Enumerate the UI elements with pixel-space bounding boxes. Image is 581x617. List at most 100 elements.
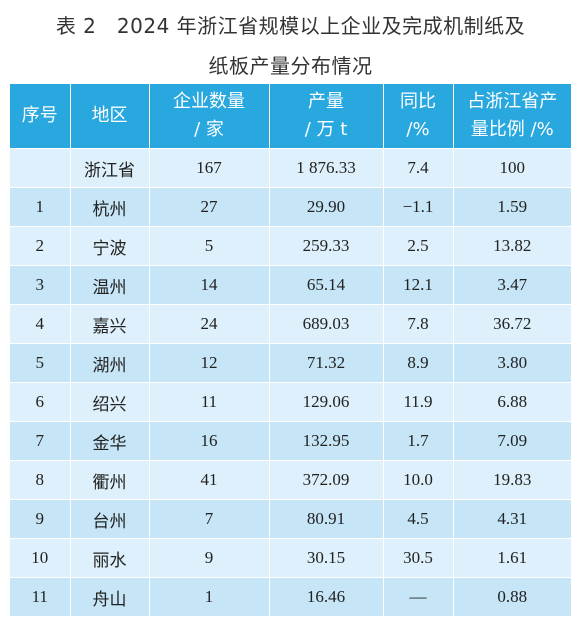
index-cell: 8 [10,460,71,500]
output-cell: 65.14 [269,265,384,305]
enterprise-count-cell: 41 [149,460,270,500]
header-share-line-1: 占浙江省产 [467,91,558,112]
header-yoy: 同比 /% [383,84,454,149]
share-cell: 1.59 [453,187,571,227]
table-row: 7 金华 16 132.95 1.7 7.09 [10,421,571,461]
share-cell: 100 [453,148,571,188]
region-cell: 丽水 [70,538,150,578]
yoy-cell: 12.1 [383,265,454,305]
output-cell: 30.15 [269,538,384,578]
enterprise-count-cell: 167 [149,148,270,188]
index-cell: 11 [10,577,71,617]
table-row: 6 绍兴 11 129.06 11.9 6.88 [10,382,571,422]
share-cell: 7.09 [453,421,571,461]
region-cell: 湖州 [70,343,150,383]
table-row: 2 宁波 5 259.33 2.5 13.82 [10,226,571,266]
output-cell: 71.32 [269,343,384,383]
header-share-line-2: 量比例 /% [470,119,554,140]
index-cell: 2 [10,226,71,266]
index-cell: 6 [10,382,71,422]
header-yoy-line-2: /% [406,119,430,140]
table-row: 5 湖州 12 71.32 8.9 3.80 [10,343,571,383]
index-cell: 1 [10,187,71,227]
region-cell: 金华 [70,421,150,461]
output-cell: 16.46 [269,577,384,617]
header-enterprise-count-line-2: / 家 [194,119,224,140]
header-enterprise-count: 企业数量 / 家 [149,84,270,149]
output-cell: 1 876.33 [269,148,384,188]
share-cell: 13.82 [453,226,571,266]
header-region: 地区 [70,84,150,149]
output-cell: 129.06 [269,382,384,422]
yoy-cell: 10.0 [383,460,454,500]
yoy-cell: 30.5 [383,538,454,578]
header-output-line-1: 产量 [308,91,344,112]
enterprise-count-cell: 12 [149,343,270,383]
table-row: 11 舟山 1 16.46—0.88 [10,577,571,617]
share-cell: 4.31 [453,499,571,539]
yoy-cell: 11.9 [383,382,454,422]
region-cell: 宁波 [70,226,150,266]
output-cell: 132.95 [269,421,384,461]
enterprise-count-cell: 24 [149,304,270,344]
header-index-line-1: 序号 [21,105,58,126]
share-cell: 1.61 [453,538,571,578]
region-cell: 舟山 [70,577,150,617]
enterprise-count-cell: 1 [149,577,270,617]
region-cell: 绍兴 [70,382,150,422]
table-title-line-1: 表 2 2024 年浙江省规模以上企业及完成机制纸及 [55,14,526,38]
header-enterprise-count-line-1: 企业数量 [173,91,245,112]
enterprise-count-cell: 16 [149,421,270,461]
share-cell: 36.72 [453,304,571,344]
output-cell: 29.90 [269,187,384,227]
table-row: 8 衢州 41 372.09 10.0 19.83 [10,460,571,500]
production-table: 序号 地区 企业数量 / 家 产量 / 万 t 同比 /% 占浙江省产 量比例 … [10,84,571,617]
yoy-cell: 2.5 [383,226,454,266]
header-share: 占浙江省产 量比例 /% [453,84,571,149]
table-body: 浙江省 167 1 876.33 7.4 100 1 杭州 27 29.90 −1.1 1.59 2 宁… [10,148,571,617]
enterprise-count-cell: 5 [149,226,270,266]
region-cell: 衢州 [70,460,150,500]
region-cell: 温州 [70,265,150,305]
header-region-line-1: 地区 [91,105,128,126]
table-title-line-2: 纸板产量分布情况 [208,54,373,78]
output-cell: 80.91 [269,499,384,539]
header-output-line-2: / 万 t [304,119,348,140]
index-cell [10,148,71,188]
output-cell: 689.03 [269,304,384,344]
share-cell: 3.80 [453,343,571,383]
enterprise-count-cell: 9 [149,538,270,578]
table-row: 9 台州 7 80.91 4.5 4.31 [10,499,571,539]
index-cell: 5 [10,343,71,383]
enterprise-count-cell: 14 [149,265,270,305]
yoy-cell: −1.1 [383,187,454,227]
region-cell: 杭州 [70,187,150,227]
yoy-cell: 7.8 [383,304,454,344]
table-row: 1 杭州 27 29.90 −1.1 1.59 [10,187,571,227]
header-yoy-line-1: 同比 [400,91,436,112]
enterprise-count-cell: 11 [149,382,270,422]
output-cell: 372.09 [269,460,384,500]
enterprise-count-cell: 27 [149,187,270,227]
table-header-row: 序号 地区 企业数量 / 家 产量 / 万 t 同比 /% 占浙江省产 量比例 … [10,84,571,149]
index-cell: 10 [10,538,71,578]
output-cell: 259.33 [269,226,384,266]
header-index: 序号 [10,84,71,149]
table-row: 浙江省 167 1 876.33 7.4 100 [10,148,571,188]
index-cell: 9 [10,499,71,539]
index-cell: 3 [10,265,71,305]
header-output: 产量 / 万 t [269,84,384,149]
yoy-cell: 4.5 [383,499,454,539]
yoy-cell: 8.9 [383,343,454,383]
yoy-cell: 7.4 [383,148,454,188]
table-row: 4 嘉兴 24 689.03 7.8 36.72 [10,304,571,344]
index-cell: 4 [10,304,71,344]
share-cell: 3.47 [453,265,571,305]
yoy-cell: — [383,577,454,617]
yoy-cell: 1.7 [383,421,454,461]
share-cell: 6.88 [453,382,571,422]
share-cell: 0.88 [453,577,571,617]
share-cell: 19.83 [453,460,571,500]
table-row: 10 丽水 9 30.15 30.5 1.61 [10,538,571,578]
table-row: 3 温州 14 65.14 12.1 3.47 [10,265,571,305]
